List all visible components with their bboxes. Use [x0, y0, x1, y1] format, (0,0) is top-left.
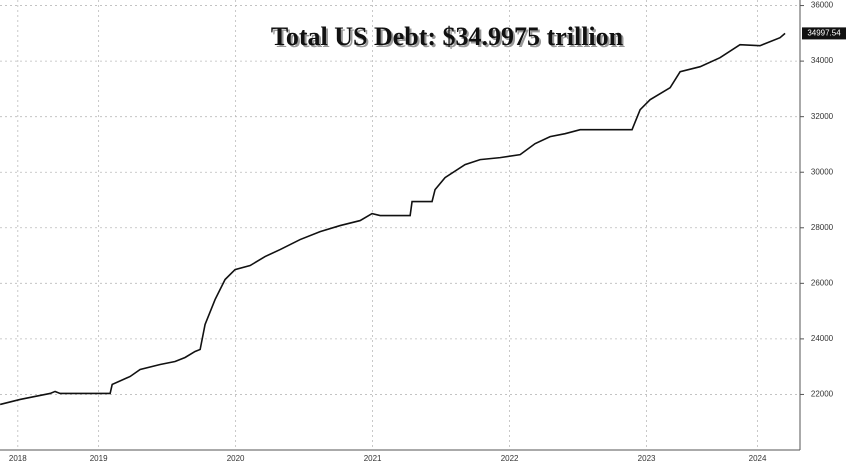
y-tick-label: 30000	[811, 167, 834, 176]
chart-title: Total US Debt: $34.9975 trillion	[273, 24, 626, 53]
x-tick-label: 2020	[227, 454, 245, 463]
last-value-label: 34997.54	[807, 29, 841, 38]
chart-title: Total US Debt: $34.9975 trillion	[271, 22, 624, 51]
x-tick-label: 2022	[501, 454, 519, 463]
x-tick-label: 2023	[638, 454, 656, 463]
y-tick-label: 36000	[811, 1, 834, 10]
x-tick-label: 2024	[749, 454, 767, 463]
y-tick-label: 22000	[811, 390, 834, 399]
x-tick-label: 2019	[90, 454, 108, 463]
y-tick-label: 26000	[811, 278, 834, 287]
y-tick-label: 24000	[811, 334, 834, 343]
y-tick-label: 34000	[811, 56, 834, 65]
y-tick-label: 28000	[811, 223, 834, 232]
debt-line	[0, 32, 786, 406]
x-tick-label: 2018	[9, 454, 27, 463]
x-tick-label: 2021	[364, 454, 382, 463]
last-value-box	[802, 27, 846, 40]
y-tick-label: 32000	[811, 112, 834, 121]
